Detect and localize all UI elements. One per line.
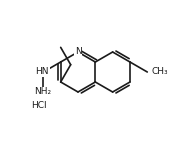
Text: NH₂: NH₂ xyxy=(34,88,51,96)
Text: CH₃: CH₃ xyxy=(151,68,168,76)
Text: HN: HN xyxy=(36,68,49,76)
Text: HCl: HCl xyxy=(31,102,47,110)
Text: N: N xyxy=(75,48,81,56)
